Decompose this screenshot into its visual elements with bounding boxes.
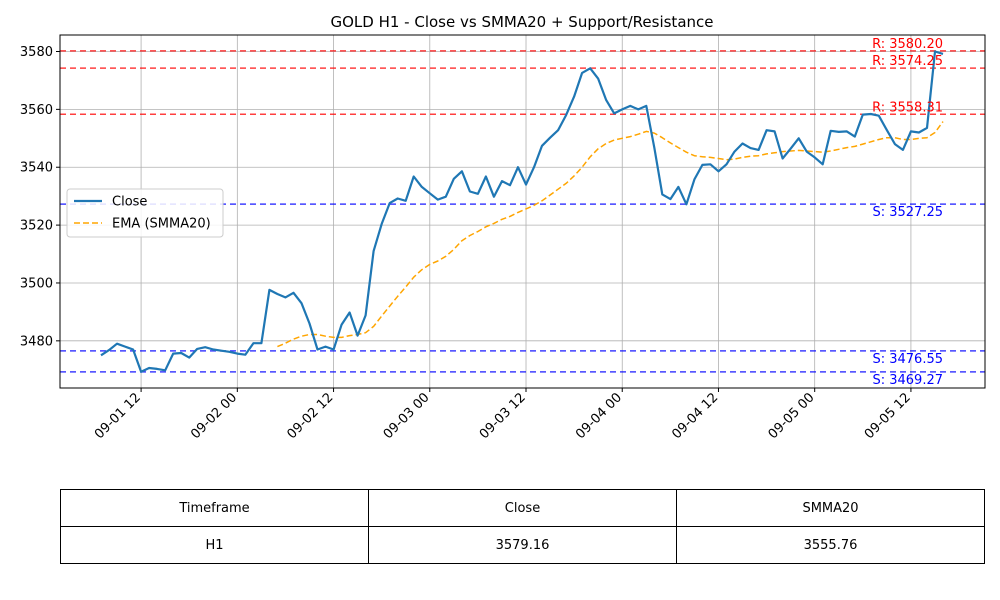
y-tick-label: 3580 [20,45,53,60]
y-tick-label: 3560 [20,103,53,118]
summary-table: Timeframe Close SMMA20 H1 3579.16 3555.76 [60,489,985,564]
x-tick-label: 09-04 00 [573,390,625,442]
table-header-cell: Timeframe [60,489,369,527]
resistance-label: R: 3558.31 [872,100,943,115]
x-tick-label: 09-03 00 [381,390,433,442]
support-label: S: 3469.27 [872,373,943,388]
legend-label: Close [112,195,147,210]
x-axis-ticks: 09-01 12 09-02 00 09-02 12 09-03 00 09-03 12… [92,388,914,442]
x-tick-label: 09-04 12 [669,390,721,442]
table-header-row: Timeframe Close SMMA20 [60,489,985,527]
chart-title: GOLD H1 - Close vs SMMA20 + Support/Resi… [330,13,713,31]
x-tick-label: 09-05 00 [766,390,818,442]
level-labels: R: 3580.20 R: 3574.25 R: 3558.31 S: 3527.25… [872,37,943,388]
table-header-cell: SMMA20 [676,489,985,527]
support-label: S: 3527.25 [872,205,943,220]
plot-area-frame [59,34,986,389]
x-tick-label: 09-05 12 [862,390,914,442]
table-row: H1 3579.16 3555.76 [60,526,985,564]
resistance-label: R: 3574.25 [872,54,943,69]
table-cell: 3555.76 [676,526,985,564]
table-header-cell: Close [368,489,677,527]
y-tick-label: 3480 [20,334,53,349]
support-label: S: 3476.55 [872,352,943,367]
price-chart: GOLD H1 - Close vs SMMA20 + Support/Resi… [20,13,986,442]
x-tick-label: 09-03 12 [477,390,529,442]
smma20-series-line [277,121,944,348]
table-cell: H1 [60,526,369,564]
x-tick-label: 09-02 00 [188,390,240,442]
y-tick-label: 3520 [20,219,53,234]
y-tick-label: 3500 [20,276,53,291]
x-tick-label: 09-02 12 [284,390,336,442]
resistance-label: R: 3580.20 [872,37,943,52]
legend-box [66,188,224,238]
legend-label: EMA (SMMA20) [112,217,211,232]
x-tick-label: 09-01 12 [92,390,144,442]
close-series-line [100,50,944,373]
table-cell: 3579.16 [368,526,677,564]
y-tick-label: 3540 [20,161,53,176]
legend: Close EMA (SMMA20) [66,188,224,238]
y-axis-ticks: 3480 3500 3520 3540 3560 3580 [20,45,60,349]
series-lines [100,50,944,373]
